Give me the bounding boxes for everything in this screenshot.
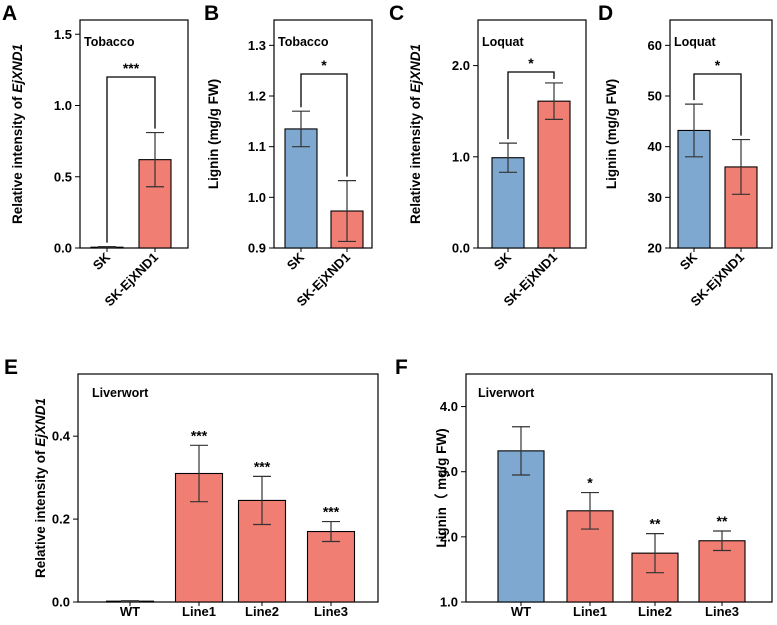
y-axis-label-b: Lignin (mg/g FW) <box>206 79 221 189</box>
y-axis-label-f: Lignin（ mg/g FW) <box>434 428 449 547</box>
significance-bracket-c <box>507 71 555 140</box>
significance-mark-f: ** <box>650 516 661 532</box>
chart-title-c: Loquat <box>482 35 524 49</box>
significance-mark-a: *** <box>123 60 140 76</box>
x-tick-label-e: Line1 <box>182 604 216 619</box>
plot-frame-e <box>77 373 379 603</box>
significance-bracket-a <box>106 76 156 243</box>
significance-bracket-d <box>693 73 742 136</box>
x-tick-label-a: SK <box>90 249 114 273</box>
y-tick-label-a: 1.0 <box>54 98 72 113</box>
x-tick-label-d: SK <box>677 249 701 273</box>
y-axis-label-text-e: Relative intensity of <box>33 447 48 578</box>
significance-mark-e: *** <box>191 427 208 443</box>
y-tick-label-a: 0.0 <box>54 241 72 256</box>
x-tick-label-e: Line2 <box>245 604 279 619</box>
significance-mark-f: ** <box>717 513 728 529</box>
panel-letter-e: E <box>4 356 18 379</box>
y-tick-label-f: 1.0 <box>440 595 458 610</box>
bar-b-sk <box>284 128 318 249</box>
y-tick-label-d: 40 <box>648 139 662 154</box>
x-tick-label-f: WT <box>511 604 531 619</box>
plot-frame-f <box>465 373 773 603</box>
y-axis-label-c: Relative intensity of EjXND1 <box>408 44 423 224</box>
panel-a: A Tobacco 0.0 0.5 1.0 1.5 Relative intensity … <box>2 2 189 309</box>
plot-frame-a <box>79 19 189 249</box>
y-tick-label-b: 1.2 <box>248 89 266 104</box>
significance-mark-e: *** <box>323 504 340 520</box>
y-tick-label-f: 3.0 <box>440 464 458 479</box>
panel-letter-a: A <box>2 2 17 25</box>
chart-title-d: Loquat <box>674 35 716 49</box>
y-tick-label-a: 0.5 <box>54 169 72 184</box>
y-axis-label-gene-c: EjXND1 <box>408 44 423 93</box>
significance-bracket-b <box>300 73 348 177</box>
y-tick-label-c: 0.0 <box>452 241 470 256</box>
plot-frame-d <box>669 19 773 249</box>
y-tick-label-b: 1.0 <box>248 190 266 205</box>
y-axis-label-text-c: Relative intensity of <box>408 93 423 224</box>
y-tick-label-b: 0.9 <box>248 241 266 256</box>
significance-mark-e: *** <box>254 458 271 474</box>
y-axis-label-gene-a: EjXND1 <box>10 44 25 93</box>
y-tick-label-d: 20 <box>648 241 662 256</box>
bar-e-line3 <box>306 530 356 603</box>
x-tick-label-b: SK <box>284 249 308 273</box>
y-tick-label-f: 2.0 <box>440 529 458 544</box>
y-tick-label-b: 1.1 <box>248 139 266 154</box>
y-tick-label-d: 50 <box>648 89 662 104</box>
y-tick-label-b: 1.3 <box>248 38 266 53</box>
panel-e: E Liverwort 0.0 0.2 0.4 Relative intensity o… <box>4 356 379 619</box>
x-tick-label-c: SK <box>491 249 515 273</box>
y-axis-label-gene-e: EjXND1 <box>33 398 48 447</box>
y-tick-label-d: 30 <box>648 190 662 205</box>
chart-title-f: Liverwort <box>478 386 535 400</box>
panel-letter-f: F <box>395 356 408 379</box>
y-axis-label-e: Relative intensity of EjXND1 <box>33 398 48 578</box>
x-tick-label-f: Line3 <box>705 604 739 619</box>
y-tick-label-d: 60 <box>648 38 662 53</box>
plot-frame-b <box>273 19 373 249</box>
chart-title-a: Tobacco <box>84 35 135 49</box>
x-tick-label-f: Line1 <box>573 604 607 619</box>
y-tick-label-e: 0.2 <box>52 512 70 527</box>
y-tick-label-f: 4.0 <box>440 399 458 414</box>
bar-c-sk-ejxnd1 <box>537 100 571 249</box>
x-tick-label-e: WT <box>120 604 140 619</box>
x-tick-label-f: Line2 <box>638 604 672 619</box>
panel-f: F Liverwort 1.0 2.0 3.0 4.0 Lignin（ mg/g FW) W… <box>395 356 773 619</box>
panel-c: C Loquat 0.0 1.0 2.0 Relative intensity of E… <box>389 2 587 309</box>
x-tick-label-e: Line3 <box>314 604 348 619</box>
panel-b: B Tobacco 0.9 1.0 1.1 1.2 1.3 Lignin (mg/g FW)… <box>204 2 373 309</box>
y-tick-label-e: 0.0 <box>52 595 70 610</box>
y-axis-label-d: Lignin (mg/g FW) <box>604 79 619 189</box>
significance-mark-f: * <box>587 475 593 491</box>
plot-frame-c <box>477 19 587 249</box>
chart-title-b: Tobacco <box>278 35 329 49</box>
y-axis-label-a: Relative intensity of EjXND1 <box>10 44 25 224</box>
significance-mark-b: * <box>321 57 327 73</box>
chart-title-e: Liverwort <box>92 386 149 400</box>
significance-mark-d: * <box>715 57 721 73</box>
bar-d-sk-ejxnd1 <box>724 166 758 249</box>
y-tick-label-c: 1.0 <box>452 149 470 164</box>
y-tick-label-c: 2.0 <box>452 58 470 73</box>
y-axis-label-text-a: Relative intensity of <box>10 93 25 224</box>
y-tick-label-e: 0.4 <box>52 429 71 444</box>
panel-letter-d: D <box>598 2 613 25</box>
panel-letter-b: B <box>204 2 219 25</box>
y-tick-label-a: 1.5 <box>54 27 72 42</box>
significance-mark-c: * <box>528 55 534 71</box>
bar-f-line3 <box>698 540 746 603</box>
panel-letter-c: C <box>389 2 404 25</box>
bar-f-wt <box>497 450 545 603</box>
